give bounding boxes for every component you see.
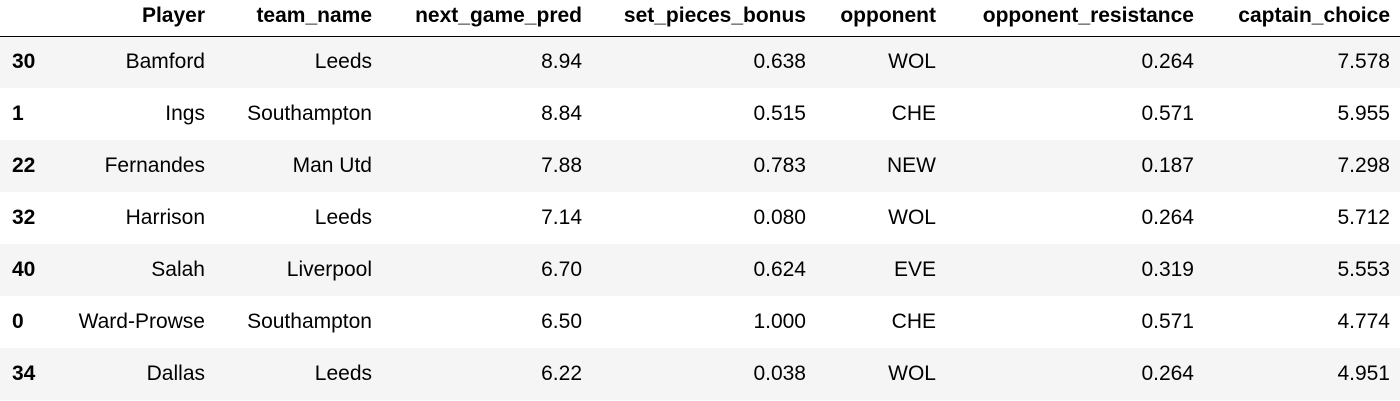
cell-team-name: Liverpool <box>286 258 372 281</box>
cell-team-name: Southampton <box>247 310 372 333</box>
cell-opponent-resistance: 0.264 <box>1141 50 1194 74</box>
cell-opponent-resistance: 0.264 <box>1141 206 1194 229</box>
cell-captain-choice: 7.578 <box>1337 50 1390 74</box>
row-index: 30 <box>12 50 36 74</box>
table-row: 30 Bamford Leeds 8.94 0.638 WOL 0.264 7.… <box>0 36 1400 88</box>
row-index: 34 <box>12 362 36 385</box>
row-index: 40 <box>12 258 36 281</box>
cell-next-game-pred: 6.50 <box>541 310 582 333</box>
cell-next-game-pred: 7.88 <box>541 154 582 177</box>
cell-next-game-pred: 6.22 <box>541 362 582 385</box>
table-row: 32 Harrison Leeds 7.14 0.080 WOL 0.264 5… <box>0 192 1400 244</box>
header-opponent: opponent <box>816 0 946 37</box>
cell-opponent: CHE <box>891 310 936 333</box>
header-index <box>0 0 52 37</box>
cell-captain-choice: 5.712 <box>1337 206 1390 229</box>
cell-captain-choice: 5.955 <box>1337 102 1390 125</box>
header-player: Player <box>52 0 215 37</box>
header-row: Player team_name next_game_pred set_piec… <box>0 0 1400 37</box>
cell-set-pieces-bonus: 0.624 <box>753 258 806 281</box>
table-row: 40 Salah Liverpool 6.70 0.624 EVE 0.319 … <box>0 244 1400 296</box>
cell-captain-choice: 5.553 <box>1337 258 1390 281</box>
cell-player: Ings <box>165 102 205 125</box>
cell-team-name: Leeds <box>314 362 372 385</box>
cell-opponent-resistance: 0.571 <box>1141 102 1194 125</box>
cell-set-pieces-bonus: 0.515 <box>753 102 806 125</box>
cell-set-pieces-bonus: 1.000 <box>753 310 806 333</box>
header-set-pieces-bonus: set_pieces_bonus <box>592 0 816 37</box>
cell-opponent-resistance: 0.319 <box>1141 258 1194 281</box>
row-index: 32 <box>12 206 36 229</box>
cell-set-pieces-bonus: 0.638 <box>753 50 806 74</box>
cell-captain-choice: 4.774 <box>1337 310 1390 333</box>
cell-opponent: WOL <box>888 206 936 229</box>
header-team-name: team_name <box>215 0 382 37</box>
cell-opponent-resistance: 0.264 <box>1141 362 1194 385</box>
row-index: 1 <box>12 102 24 125</box>
cell-player: Dallas <box>146 362 205 385</box>
row-index: 22 <box>12 154 36 177</box>
row-index: 0 <box>12 310 24 333</box>
cell-next-game-pred: 8.94 <box>541 50 582 74</box>
cell-opponent: WOL <box>888 50 936 74</box>
cell-opponent: NEW <box>887 154 936 177</box>
cell-opponent: WOL <box>888 362 936 385</box>
table-row: 0 Ward-Prowse Southampton 6.50 1.000 CHE… <box>0 296 1400 348</box>
cell-player: Bamford <box>125 50 205 74</box>
cell-set-pieces-bonus: 0.038 <box>753 362 806 385</box>
cell-set-pieces-bonus: 0.080 <box>753 206 806 229</box>
cell-player: Fernandes <box>104 154 205 177</box>
cell-opponent-resistance: 0.571 <box>1141 310 1194 333</box>
table-body: 30 Bamford Leeds 8.94 0.638 WOL 0.264 7.… <box>0 36 1400 400</box>
cell-player: Ward-Prowse <box>78 310 205 333</box>
table-header: Player team_name next_game_pred set_piec… <box>0 0 1400 37</box>
cell-player: Harrison <box>125 206 205 229</box>
cell-next-game-pred: 8.84 <box>541 102 582 125</box>
header-next-game-pred: next_game_pred <box>382 0 592 37</box>
cell-captain-choice: 7.298 <box>1337 154 1390 177</box>
header-captain-choice: captain_choice <box>1204 0 1400 37</box>
cell-opponent: CHE <box>891 102 936 125</box>
cell-next-game-pred: 7.14 <box>541 206 582 229</box>
cell-captain-choice: 4.951 <box>1337 362 1390 385</box>
cell-player: Salah <box>151 258 205 281</box>
cell-team-name: Man Utd <box>292 154 372 177</box>
cell-opponent-resistance: 0.187 <box>1141 154 1194 177</box>
header-opponent-resistance: opponent_resistance <box>946 0 1204 37</box>
table-row: 34 Dallas Leeds 6.22 0.038 WOL 0.264 4.9… <box>0 348 1400 400</box>
table-row: 22 Fernandes Man Utd 7.88 0.783 NEW 0.18… <box>0 140 1400 192</box>
cell-opponent: EVE <box>893 258 936 281</box>
cell-team-name: Leeds <box>314 50 372 74</box>
table-row: 1 Ings Southampton 8.84 0.515 CHE 0.571 … <box>0 88 1400 140</box>
cell-team-name: Leeds <box>314 206 372 229</box>
cell-next-game-pred: 6.70 <box>541 258 582 281</box>
cell-set-pieces-bonus: 0.783 <box>753 154 806 177</box>
cell-team-name: Southampton <box>247 102 372 125</box>
